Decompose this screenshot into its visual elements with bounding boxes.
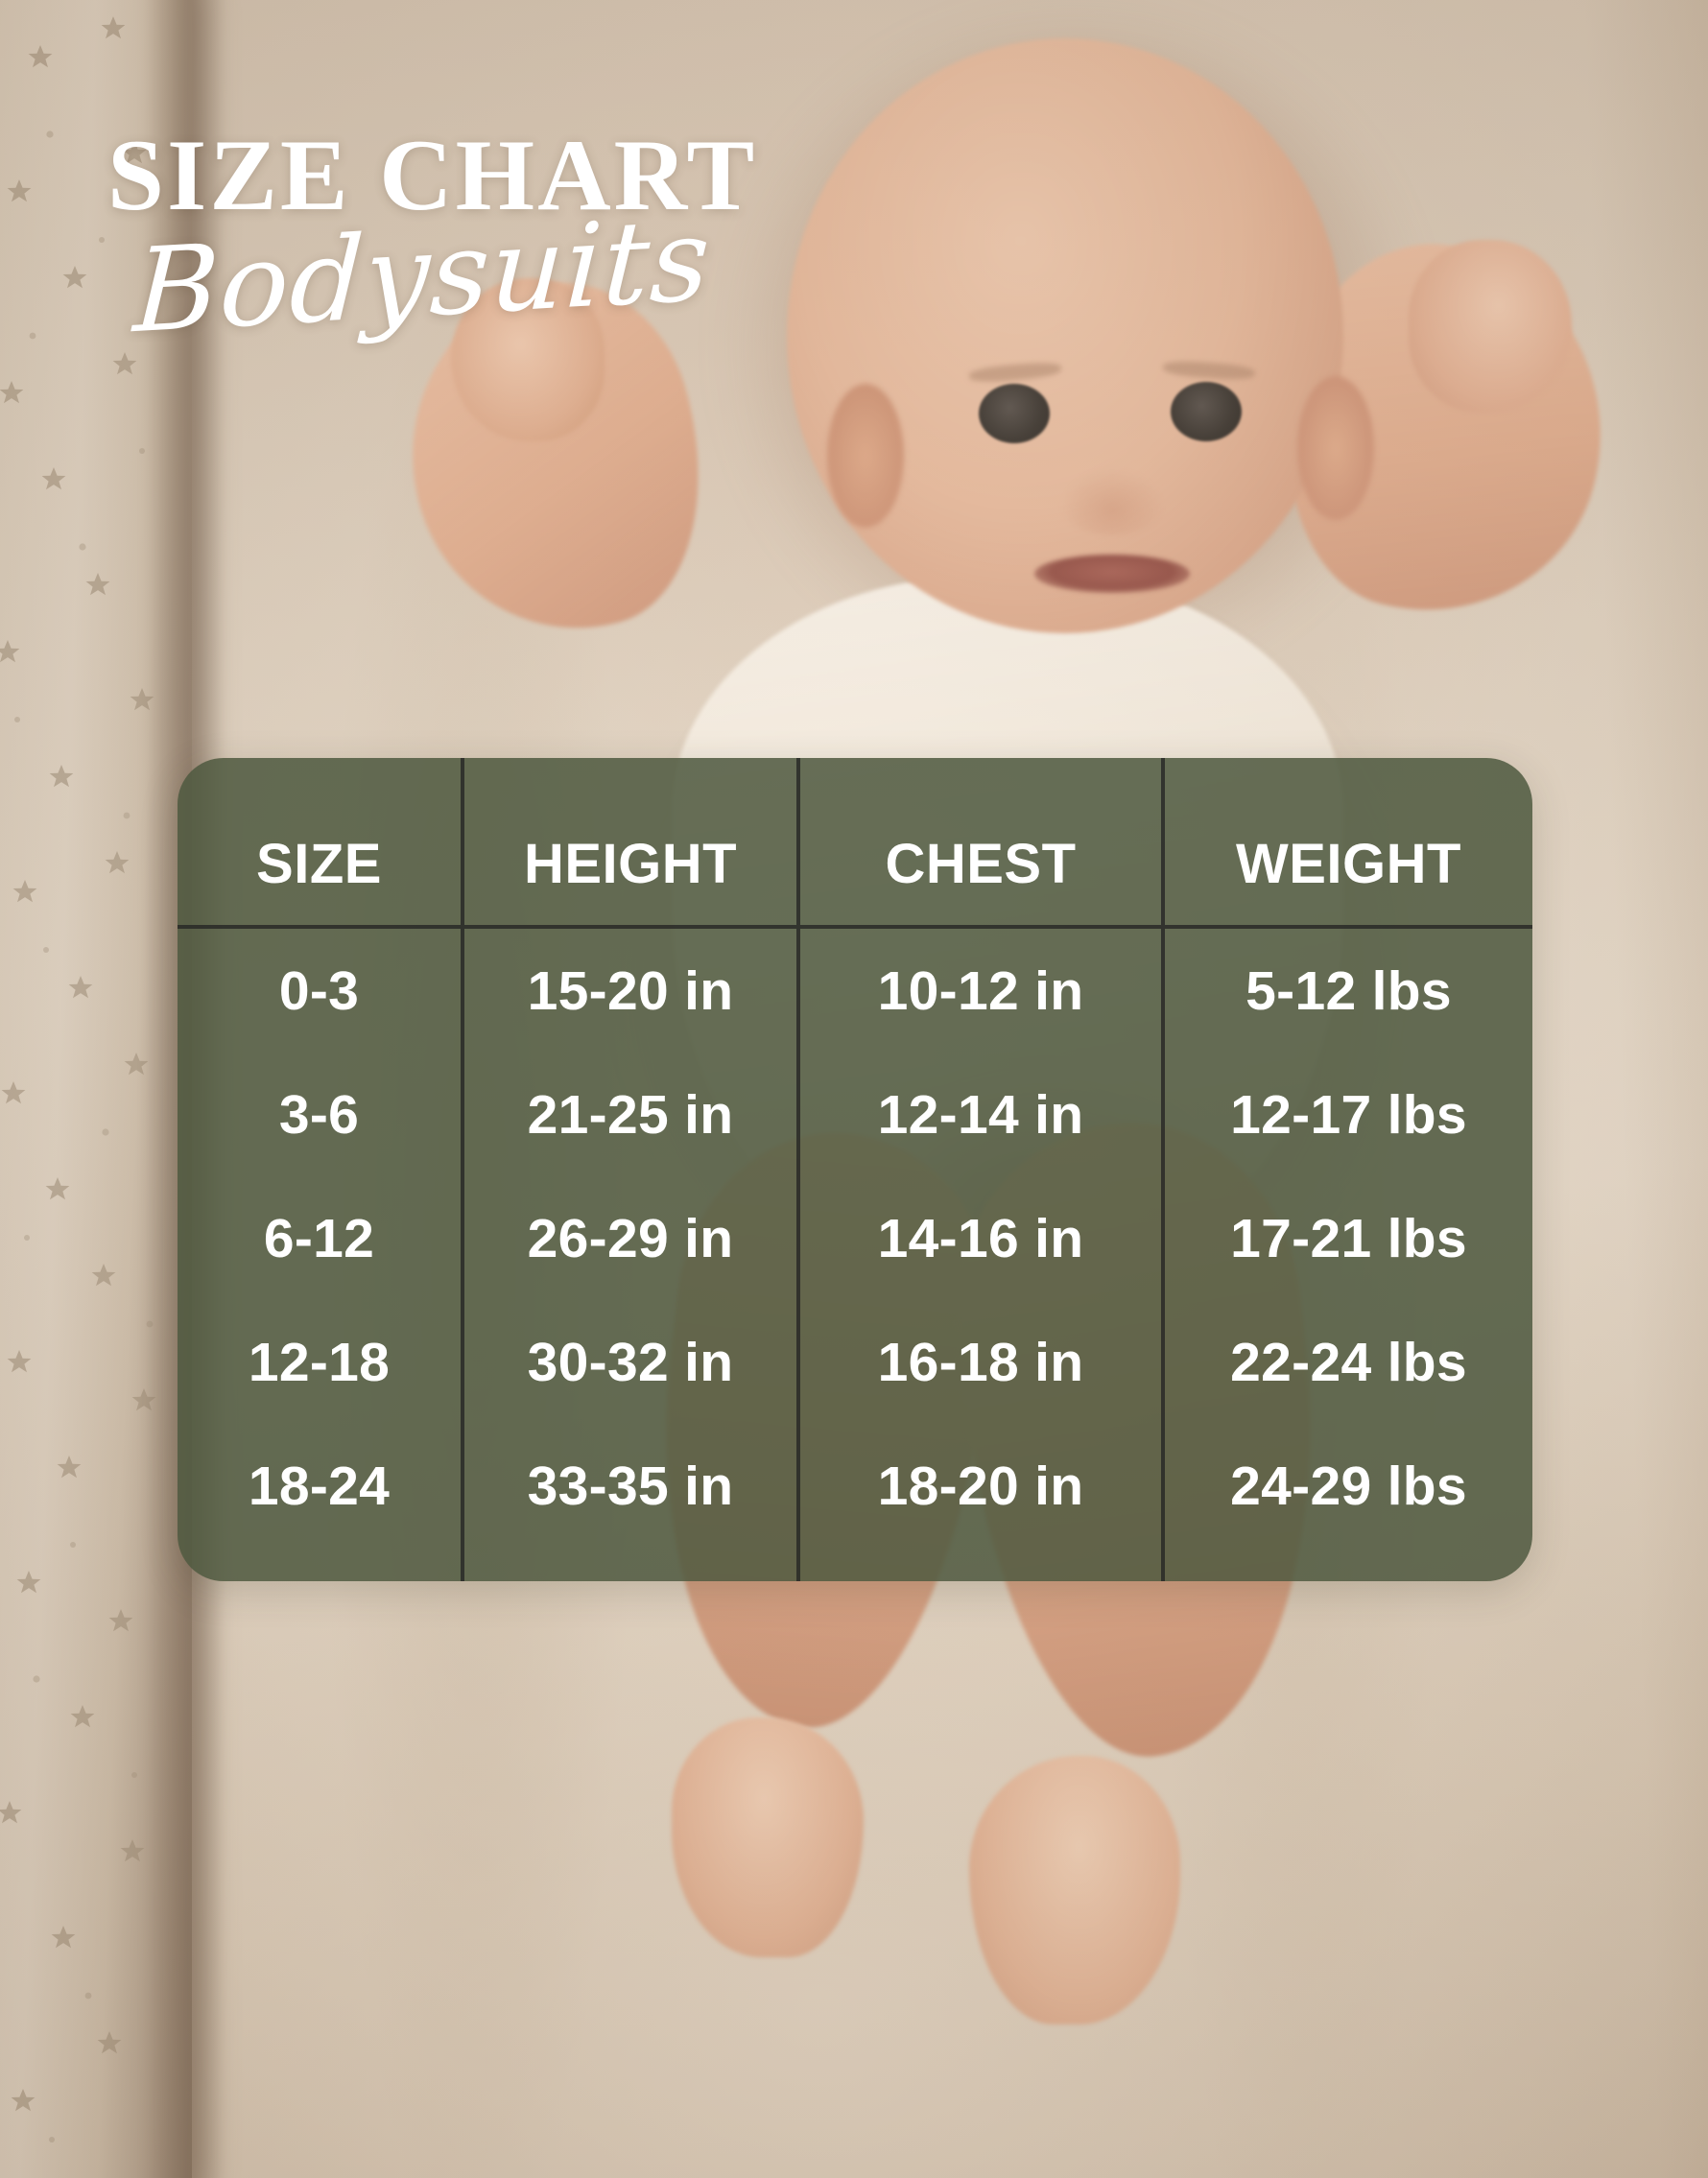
size-table-panel: SIZE HEIGHT CHEST WEIGHT 0-3 15-20 in 10… bbox=[178, 758, 1532, 1581]
baby-left-eye bbox=[979, 384, 1050, 443]
table-row: 3-6 21-25 in 12-14 in 12-17 lbs bbox=[178, 1053, 1532, 1177]
cell-chest: 18-20 in bbox=[796, 1424, 1163, 1581]
baby-left-foot bbox=[672, 1717, 864, 1957]
table-row: 12-18 30-32 in 16-18 in 22-24 lbs bbox=[178, 1300, 1532, 1425]
cell-chest: 10-12 in bbox=[796, 927, 1163, 1053]
cell-weight: 12-17 lbs bbox=[1161, 1053, 1532, 1177]
baby-right-hand bbox=[1409, 240, 1572, 413]
cell-size: 12-18 bbox=[248, 1331, 391, 1393]
cell-size: 6-12 bbox=[263, 1207, 375, 1269]
page-title: SIZE CHART bbox=[107, 119, 758, 231]
table-row: 18-24 33-35 in 18-20 in 24-29 lbs bbox=[178, 1424, 1532, 1581]
cell-height: 33-35 in bbox=[461, 1424, 798, 1581]
cell-chest: 12-14 in bbox=[796, 1053, 1163, 1177]
baby-right-ear bbox=[1297, 376, 1374, 520]
cell-weight: 5-12 lbs bbox=[1161, 927, 1532, 1053]
cell-weight: 24-29 lbs bbox=[1161, 1424, 1532, 1581]
star-pattern-icon bbox=[0, 0, 182, 2178]
baby-nose bbox=[1060, 468, 1164, 535]
cell-size: 0-3 bbox=[278, 959, 360, 1022]
table-row: 6-12 26-29 in 14-16 in 17-21 lbs bbox=[178, 1176, 1532, 1301]
cell-height: 21-25 in bbox=[461, 1053, 798, 1177]
page-subtitle: Bodysuits bbox=[130, 193, 714, 360]
table-row: 0-3 15-20 in 10-12 in 5-12 lbs bbox=[178, 927, 1532, 1053]
baby-right-foot bbox=[969, 1756, 1180, 2024]
baby-left-ear bbox=[827, 384, 904, 528]
baby-head bbox=[787, 38, 1343, 633]
size-chart-table: SIZE HEIGHT CHEST WEIGHT 0-3 15-20 in 10… bbox=[178, 758, 1532, 1581]
table-header-row: SIZE HEIGHT CHEST WEIGHT bbox=[178, 758, 1532, 929]
cell-chest: 14-16 in bbox=[796, 1176, 1163, 1301]
baby-left-hand bbox=[451, 278, 605, 441]
cell-height: 30-32 in bbox=[461, 1300, 798, 1425]
column-header-height: HEIGHT bbox=[461, 758, 798, 929]
cell-size: 3-6 bbox=[278, 1083, 360, 1146]
cell-height: 15-20 in bbox=[461, 927, 798, 1053]
cell-size: 18-24 bbox=[248, 1456, 391, 1518]
column-header-chest: CHEST bbox=[796, 758, 1163, 929]
column-header-weight: WEIGHT bbox=[1161, 758, 1532, 929]
baby-mouth bbox=[1034, 555, 1190, 593]
cell-weight: 22-24 lbs bbox=[1161, 1300, 1532, 1425]
cell-weight: 17-21 lbs bbox=[1161, 1176, 1532, 1301]
baby-right-eye bbox=[1171, 382, 1242, 441]
column-header-size: SIZE bbox=[178, 758, 463, 929]
cell-chest: 16-18 in bbox=[796, 1300, 1163, 1425]
cell-height: 26-29 in bbox=[461, 1176, 798, 1301]
poster-heading: SIZE CHART Bodysuits bbox=[107, 119, 758, 360]
